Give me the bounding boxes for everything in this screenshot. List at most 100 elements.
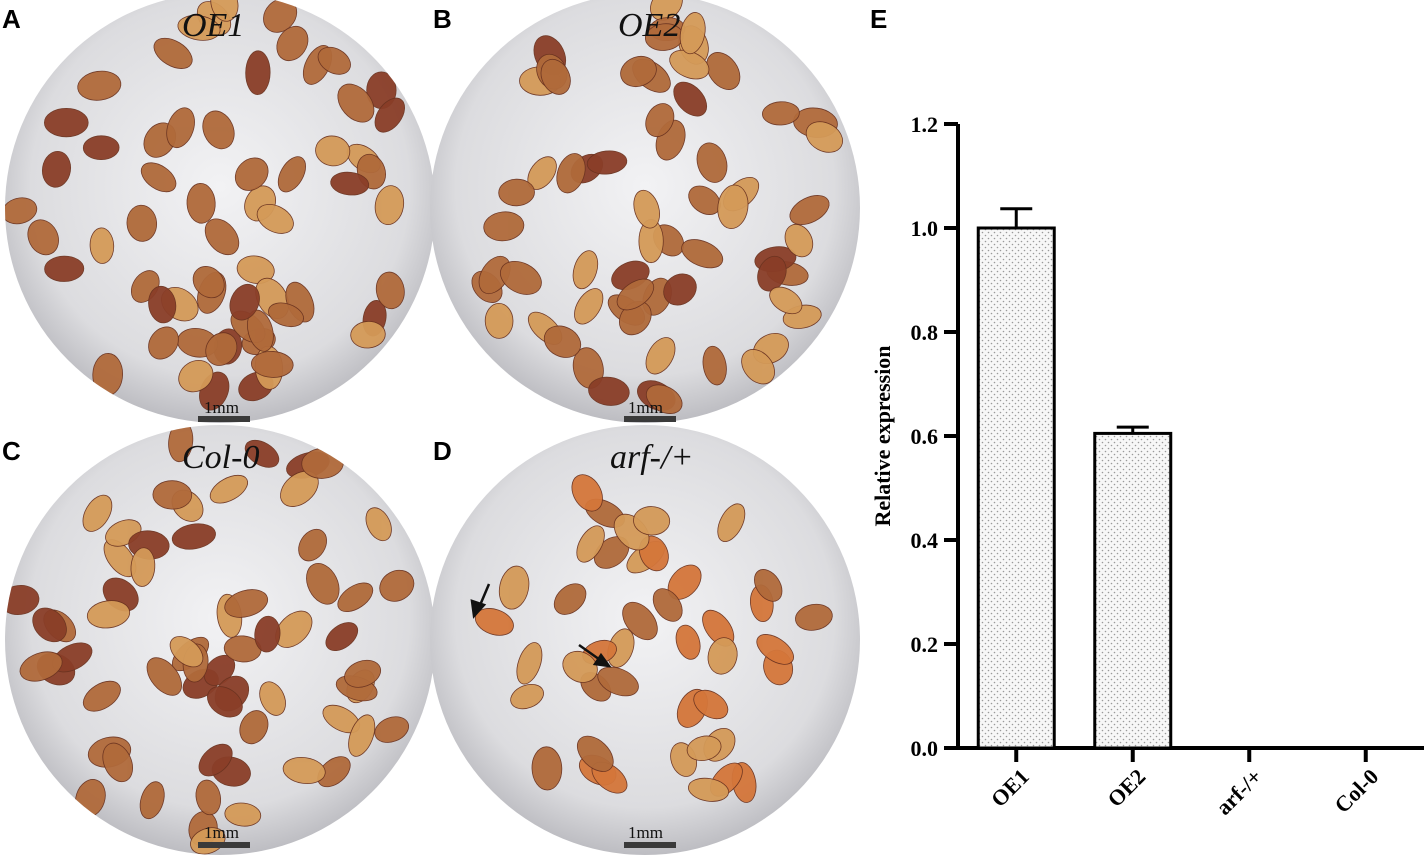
seed (168, 425, 194, 463)
y-axis-label: Relative expression (870, 345, 895, 526)
y-tick-label: 0.4 (911, 528, 939, 553)
panel-b-scale-label: 1mm (628, 398, 663, 417)
seed (317, 46, 351, 75)
seed (543, 325, 582, 358)
seed (41, 150, 72, 188)
bar (976, 226, 1056, 750)
y-tick-label: 1.0 (911, 216, 939, 241)
panel-d-scale-bar (624, 842, 676, 848)
seed (177, 15, 221, 41)
seed (102, 742, 133, 783)
seed (741, 349, 775, 385)
seed (574, 288, 604, 325)
seed (234, 157, 269, 191)
seed (239, 710, 269, 745)
panel-d-scale-label: 1mm (628, 823, 663, 842)
seed (210, 0, 239, 22)
seed (236, 255, 275, 284)
panel-a-dish (5, 0, 435, 423)
seed (204, 218, 240, 256)
seed (202, 110, 235, 150)
seed (805, 121, 843, 153)
seed (576, 735, 614, 772)
seed (717, 503, 746, 542)
seed (317, 756, 351, 788)
seed (652, 588, 683, 622)
seed (717, 184, 749, 229)
seed (192, 266, 225, 299)
seed (706, 52, 741, 90)
seed (344, 659, 382, 688)
seed (789, 195, 830, 225)
seed (696, 142, 728, 183)
seed (251, 350, 294, 378)
seed (616, 278, 655, 311)
seed (374, 716, 409, 743)
bar-chart: 0.0 0.2 0.4 0.6 0.8 1.0 1.2 Relative expression… (870, 112, 1424, 820)
seed (650, 0, 683, 21)
y-tick-label: 0.8 (911, 320, 939, 345)
seed (32, 607, 67, 643)
seed (645, 103, 675, 138)
seed (166, 107, 195, 149)
panel-a-scale-label: 1mm (204, 398, 239, 417)
seed (687, 777, 730, 802)
panel-a-seeds (5, 0, 405, 411)
seed (86, 600, 131, 629)
panel-b: B OE2 1mm (430, 0, 860, 423)
y-tick-label: 0.6 (911, 424, 939, 449)
seed (588, 376, 630, 406)
seed (620, 55, 657, 88)
seed (516, 642, 543, 685)
seed (754, 569, 783, 602)
seed (82, 680, 121, 712)
y-tick-label: 0.0 (911, 736, 939, 761)
panel-c-letter: C (2, 436, 21, 466)
seed (784, 223, 814, 258)
seed (245, 50, 271, 95)
seed (702, 345, 727, 386)
panel-d-dish (430, 425, 860, 855)
seed (171, 523, 216, 550)
panel-a-scale-bar (198, 416, 250, 422)
x-tick-label: Col-0 (1329, 764, 1383, 818)
seed (153, 37, 193, 69)
seed (276, 25, 309, 62)
seed (315, 135, 351, 167)
seed (325, 622, 359, 652)
panel-d-seeds (474, 474, 833, 803)
seed (229, 283, 260, 321)
seed (224, 802, 262, 827)
seed (254, 615, 281, 653)
seed (379, 569, 415, 602)
seed (44, 255, 85, 282)
seed (82, 494, 113, 532)
panel-b-letter: B (433, 4, 452, 34)
seed (756, 634, 794, 665)
arrow-icon (470, 583, 491, 619)
seed (169, 636, 204, 668)
y-tick-label: 1.2 (911, 112, 939, 137)
seed (195, 779, 222, 816)
seed (337, 582, 374, 613)
seed (148, 326, 179, 360)
seed (374, 97, 405, 133)
seed (686, 735, 722, 762)
seed (633, 189, 660, 229)
seed (89, 227, 115, 264)
seed (510, 683, 544, 710)
seed (795, 603, 833, 631)
seed (282, 756, 326, 785)
seed (298, 528, 327, 562)
seed (498, 178, 535, 207)
seed (207, 686, 243, 718)
seed (27, 219, 59, 256)
seed (633, 506, 671, 536)
seed (152, 480, 193, 510)
seed (556, 153, 586, 194)
seed (44, 107, 89, 138)
seed (498, 565, 530, 610)
seed (348, 714, 376, 757)
seed (484, 303, 514, 339)
